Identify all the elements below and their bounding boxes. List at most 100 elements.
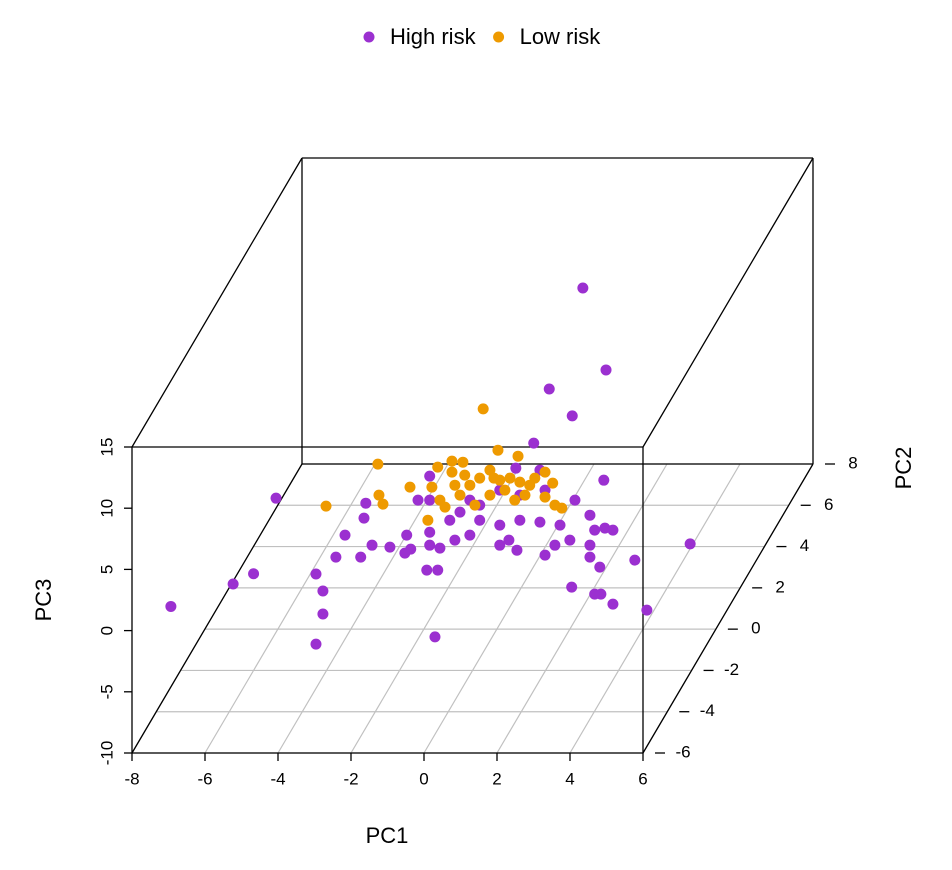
point xyxy=(494,539,506,551)
grid-line xyxy=(569,463,741,754)
point xyxy=(494,519,506,531)
point xyxy=(547,477,559,489)
point xyxy=(564,534,576,546)
x-tick-label: -8 xyxy=(124,769,139,788)
z-tick-label: -5 xyxy=(97,684,116,699)
point xyxy=(446,455,458,467)
y-tick-label: 8 xyxy=(848,453,857,472)
point xyxy=(600,364,612,376)
point xyxy=(539,491,551,503)
point xyxy=(358,512,370,524)
point xyxy=(514,476,526,488)
point xyxy=(421,564,433,576)
box-edge xyxy=(642,463,814,754)
point xyxy=(607,524,619,536)
point xyxy=(444,514,456,526)
point xyxy=(432,461,444,473)
y-tick-label: 4 xyxy=(800,536,809,555)
point xyxy=(424,539,436,551)
point xyxy=(454,489,466,501)
grid-line xyxy=(277,463,449,754)
point xyxy=(539,549,551,561)
z-tick-label: 5 xyxy=(97,565,116,574)
box-edge xyxy=(131,157,303,448)
point xyxy=(528,437,540,449)
y-tick-label: -6 xyxy=(675,742,690,761)
z-tick-label: -10 xyxy=(97,741,116,766)
point xyxy=(464,479,476,491)
z-axis-label: PC3 xyxy=(31,579,56,622)
grid-line xyxy=(350,463,522,754)
point xyxy=(384,541,396,553)
point xyxy=(594,561,606,573)
point xyxy=(248,568,260,580)
z-tick-label: 0 xyxy=(97,626,116,635)
point xyxy=(474,472,486,484)
point xyxy=(554,519,566,531)
point xyxy=(469,499,481,511)
point xyxy=(684,538,696,550)
point xyxy=(464,529,476,541)
point xyxy=(355,551,367,563)
point xyxy=(412,494,424,506)
point xyxy=(549,499,561,511)
point xyxy=(404,481,416,493)
x-tick-label: 6 xyxy=(638,769,647,788)
point xyxy=(477,403,489,415)
point xyxy=(405,543,417,555)
x-tick-label: 4 xyxy=(565,769,574,788)
point xyxy=(607,598,619,610)
point xyxy=(512,450,524,462)
point xyxy=(366,539,378,551)
point xyxy=(519,489,531,501)
point xyxy=(432,564,444,576)
box-edge xyxy=(642,157,814,448)
point xyxy=(401,529,413,541)
point xyxy=(510,462,522,474)
point xyxy=(511,544,523,556)
point xyxy=(330,551,342,563)
point xyxy=(629,554,641,566)
point xyxy=(584,509,596,521)
y-tick-label: -4 xyxy=(700,701,715,720)
point xyxy=(434,542,446,554)
grid-line xyxy=(204,463,376,754)
point xyxy=(165,600,177,612)
point xyxy=(534,516,546,528)
point xyxy=(484,489,496,501)
point xyxy=(584,539,596,551)
x-tick-label: 2 xyxy=(492,769,501,788)
y-tick-label: 6 xyxy=(824,495,833,514)
x-tick-label: -6 xyxy=(197,769,212,788)
point xyxy=(360,497,372,509)
y-tick-label: 0 xyxy=(751,619,760,638)
point xyxy=(474,514,486,526)
legend-label: High risk xyxy=(390,24,477,49)
point xyxy=(434,494,446,506)
point xyxy=(446,466,458,478)
point xyxy=(459,469,471,481)
point xyxy=(543,383,555,395)
point xyxy=(539,466,551,478)
point xyxy=(488,472,500,484)
x-tick-label: -4 xyxy=(270,769,285,788)
x-tick-label: -2 xyxy=(343,769,358,788)
box-edge xyxy=(131,463,303,754)
point xyxy=(424,494,436,506)
point xyxy=(339,529,351,541)
point xyxy=(422,514,434,526)
point xyxy=(372,458,384,470)
point xyxy=(566,581,578,593)
point xyxy=(589,524,601,536)
y-tick-label: 2 xyxy=(775,577,784,596)
point xyxy=(270,492,282,504)
point xyxy=(227,578,239,590)
point xyxy=(598,474,610,486)
point xyxy=(584,551,596,563)
x-tick-label: 0 xyxy=(419,769,428,788)
point xyxy=(504,472,516,484)
point xyxy=(569,494,581,506)
z-tick-label: 15 xyxy=(97,438,116,457)
point xyxy=(492,444,504,456)
